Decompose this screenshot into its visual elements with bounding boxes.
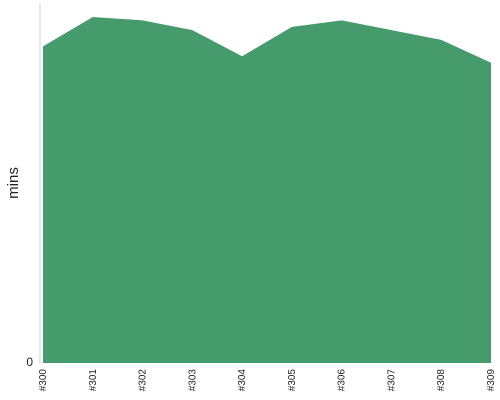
x-tick-label: #304 [237,369,248,392]
x-tick-label: #302 [138,369,149,392]
y-tick-label: 0 [26,355,33,369]
plot-area [43,17,491,364]
x-tick-labels: #300 #301 #302 #303 #304 #305 #306 #307 #308 #309 [38,369,497,392]
x-tick-label: #306 [337,369,348,392]
x-tick-label: #301 [88,369,99,392]
y-tick-labels: 0 [26,355,33,369]
x-tick-label: #305 [287,369,298,392]
x-tick-label: #309 [486,369,497,392]
area-series-0 [43,17,491,364]
y-axis-title: mins [5,167,22,199]
x-tick-label: #308 [436,369,447,392]
x-tick-label: #300 [38,369,49,392]
x-tick-label: #307 [386,369,397,392]
x-tick-label: #303 [187,369,198,392]
